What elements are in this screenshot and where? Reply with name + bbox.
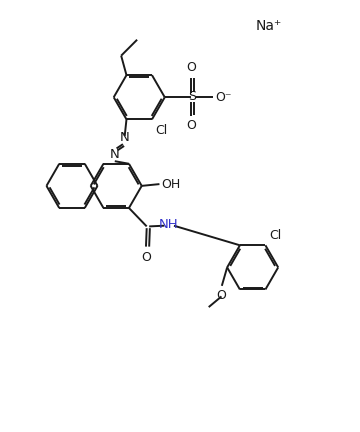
Text: N: N [120, 131, 130, 144]
Text: Na⁺: Na⁺ [256, 19, 282, 33]
Text: O: O [142, 251, 152, 264]
Text: O: O [216, 289, 226, 302]
Text: S: S [188, 90, 196, 103]
Text: O⁻: O⁻ [215, 91, 231, 104]
Text: OH: OH [161, 178, 180, 191]
Text: NH: NH [159, 218, 179, 231]
Text: Cl: Cl [156, 124, 168, 137]
Text: N: N [110, 148, 120, 161]
Text: Cl: Cl [270, 229, 282, 242]
Text: O: O [186, 61, 196, 74]
Text: O: O [186, 119, 196, 132]
